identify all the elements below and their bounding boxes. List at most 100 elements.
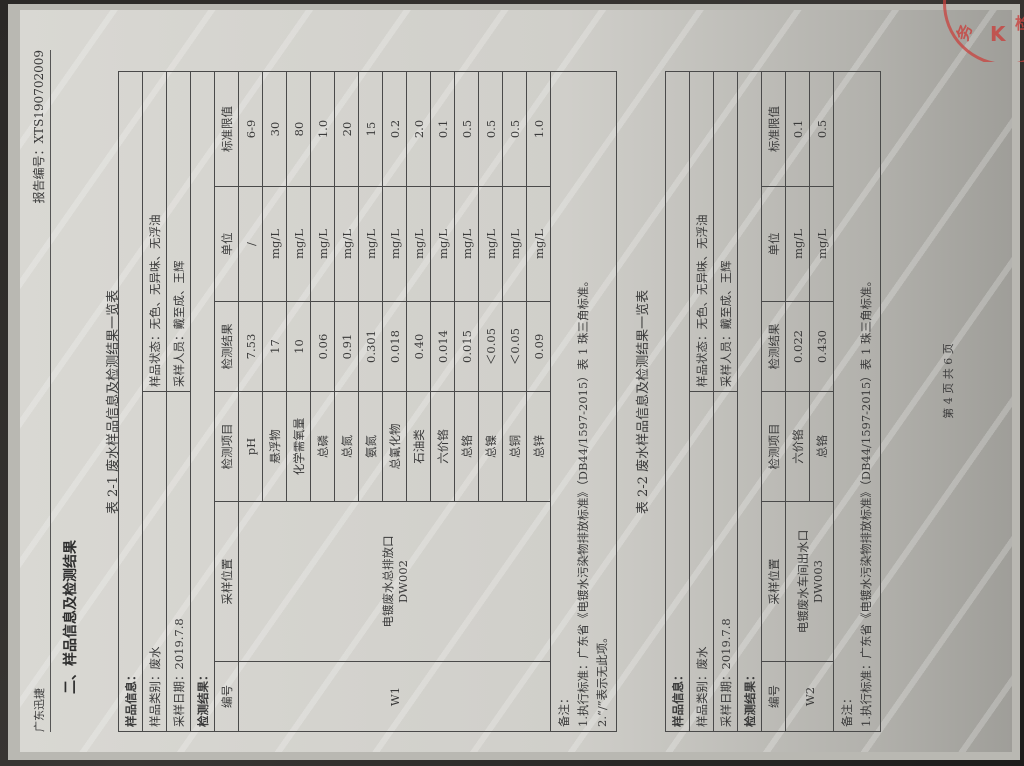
table-cell: 1.0 bbox=[310, 71, 335, 187]
section-title: 二、样品信息及检测结果 bbox=[63, 540, 79, 694]
sample-info-label: 样品信息： bbox=[118, 71, 143, 732]
location-code: DW003 bbox=[810, 560, 825, 603]
table-cell: mg/L bbox=[262, 186, 287, 302]
note-line: 备注： bbox=[840, 692, 854, 728]
table-cell: 总氮 bbox=[334, 391, 359, 502]
company-name: 广东迅捷 bbox=[33, 688, 46, 732]
note-line: 1.执行标准：广东省《电镀水污染物排放标准》（DB44/1597-2015）表 … bbox=[576, 275, 590, 727]
table-cell: 7.53 bbox=[238, 301, 263, 392]
table-cell: mg/L bbox=[478, 186, 503, 302]
table1: 样品信息： 样品类别：废水 样品状态：无色、无异味、无浮油 采样日期：2019.7.8… bbox=[118, 71, 617, 732]
column-header-row: 编号 采样位置 检测项目 检测结果 单位 标准限值 bbox=[214, 71, 239, 732]
sample-location: 电镀废水车间出水口 DW003 bbox=[785, 501, 834, 662]
column-header: 单位 bbox=[761, 186, 786, 302]
table-cell: mg/L bbox=[286, 186, 311, 302]
location-name: 电镀废水总排放口 bbox=[380, 535, 395, 628]
table-cell: 0.018 bbox=[382, 301, 407, 392]
column-header: 标准限值 bbox=[761, 71, 786, 187]
results-label: 检测结果： bbox=[737, 71, 762, 732]
table-cell: 17 bbox=[262, 301, 287, 392]
column-header: 检测结果 bbox=[214, 301, 239, 392]
table-cell: 氨氮 bbox=[358, 391, 383, 502]
table-cell: 0.015 bbox=[454, 301, 479, 392]
table-cell: 0.91 bbox=[334, 301, 359, 392]
table2: 样品信息： 样品类别：废水 样品状态：无色、无异味、无浮油 采样日期：2019.7.8… bbox=[665, 71, 881, 732]
table-cell: mg/L bbox=[382, 186, 407, 302]
table-cell: mg/L bbox=[430, 186, 455, 302]
notes: 备注： 1.执行标准：广东省《电镀水污染物排放标准》（DB44/1597-2015… bbox=[550, 71, 617, 732]
sample-date: 采样日期：2019.7.8 bbox=[713, 391, 738, 732]
note-line: 1.执行标准：广东省《电镀水污染物排放标准》（DB44/1597-2015）表 … bbox=[859, 275, 873, 727]
table-cell: 0.301 bbox=[358, 301, 383, 392]
table-cell: 0.014 bbox=[430, 301, 455, 392]
notes: 备注： 1.执行标准：广东省《电镀水污染物排放标准》（DB44/1597-2015… bbox=[833, 71, 881, 732]
table-cell: ＜0.05 bbox=[502, 301, 527, 392]
table-cell: 石油类 bbox=[406, 391, 431, 502]
column-header: 检测结果 bbox=[761, 301, 786, 392]
table-cell: mg/L bbox=[454, 186, 479, 302]
table-cell: 总铜 bbox=[502, 391, 527, 502]
table-cell: 化学需氧量 bbox=[286, 391, 311, 502]
sample-type: 样品类别：废水 bbox=[689, 391, 714, 732]
column-header-row: 编号 采样位置 检测项目 检测结果 单位 标准限值 bbox=[761, 71, 786, 732]
sample-state: 样品状态：无色、无异味、无浮油 bbox=[689, 71, 714, 392]
red-stamp: 务 K 检 bbox=[935, 0, 1024, 62]
note-line: 备注： bbox=[557, 692, 571, 728]
table-cell: mg/L bbox=[334, 186, 359, 302]
table-cell: 总磷 bbox=[310, 391, 335, 502]
table-cell: 0.022 bbox=[785, 301, 810, 392]
table-cell: pH bbox=[238, 391, 263, 502]
table-cell: ＜0.05 bbox=[478, 301, 503, 392]
table-cell: 悬浮物 bbox=[262, 391, 287, 502]
table-cell: 6-9 bbox=[238, 71, 263, 187]
table-cell: 0.09 bbox=[526, 301, 551, 392]
table-cell: mg/L bbox=[502, 186, 527, 302]
table-cell: 0.5 bbox=[478, 71, 503, 187]
column-header: 标准限值 bbox=[214, 71, 239, 187]
page-header: 广东迅捷 报告编号：XTS190702009 bbox=[26, 50, 51, 732]
samplers: 采样人员：戴至成、王辉 bbox=[166, 71, 191, 392]
sample-type: 样品类别：废水 bbox=[142, 391, 167, 732]
column-header: 采样位置 bbox=[761, 501, 786, 662]
note-line: 2.“/”表示无此项。 bbox=[595, 631, 609, 727]
location-name: 电镀废水车间出水口 bbox=[795, 529, 810, 634]
table-cell: mg/L bbox=[809, 186, 834, 302]
sample-state: 样品状态：无色、无异味、无浮油 bbox=[142, 71, 167, 392]
table-cell: 总铬 bbox=[809, 391, 834, 502]
table-cell: 0.06 bbox=[310, 301, 335, 392]
table-row: W2 电镀废水车间出水口 DW003 六价铬 0.022 mg/L 0.1 bbox=[785, 71, 834, 732]
table-row: W1 电镀废水总排放口 DW002 pH 7.53/6-9 bbox=[238, 71, 551, 732]
table-cell: mg/L bbox=[358, 186, 383, 302]
table-cell: 15 bbox=[358, 71, 383, 187]
sample-id: W2 bbox=[785, 661, 834, 732]
table-cell: 总氰化物 bbox=[382, 391, 407, 502]
table-cell: 0.5 bbox=[454, 71, 479, 187]
table-cell: 30 bbox=[262, 71, 287, 187]
table-cell: 总锌 bbox=[526, 391, 551, 502]
table-cell: 10 bbox=[286, 301, 311, 392]
table-cell: 0.1 bbox=[430, 71, 455, 187]
table-cell: 20 bbox=[334, 71, 359, 187]
table-cell: 1.0 bbox=[526, 71, 551, 187]
results-label: 检测结果： bbox=[190, 71, 215, 732]
sample-id: W1 bbox=[238, 661, 551, 732]
table-cell: mg/L bbox=[310, 186, 335, 302]
table-cell: 80 bbox=[286, 71, 311, 187]
table2-caption: 表 2-2 废水样品信息及检测结果一览表 bbox=[636, 289, 651, 515]
table-cell: 总镍 bbox=[478, 391, 503, 502]
sample-location: 电镀废水总排放口 DW002 bbox=[238, 501, 551, 662]
table-cell: mg/L bbox=[526, 186, 551, 302]
column-header: 检测项目 bbox=[761, 391, 786, 502]
table-cell: mg/L bbox=[785, 186, 810, 302]
location-code: DW002 bbox=[395, 560, 410, 603]
samplers: 采样人员：戴至成、王辉 bbox=[713, 71, 738, 392]
table-cell: mg/L bbox=[406, 186, 431, 302]
table-cell: 0.5 bbox=[502, 71, 527, 187]
table-cell: 0.1 bbox=[785, 71, 810, 187]
column-header: 编号 bbox=[761, 661, 786, 732]
table-cell: 0.5 bbox=[809, 71, 834, 187]
table-cell: 0.2 bbox=[382, 71, 407, 187]
column-header: 检测项目 bbox=[214, 391, 239, 502]
report-number: 报告编号：XTS190702009 bbox=[32, 50, 46, 204]
sample-info-label: 样品信息： bbox=[665, 71, 690, 732]
